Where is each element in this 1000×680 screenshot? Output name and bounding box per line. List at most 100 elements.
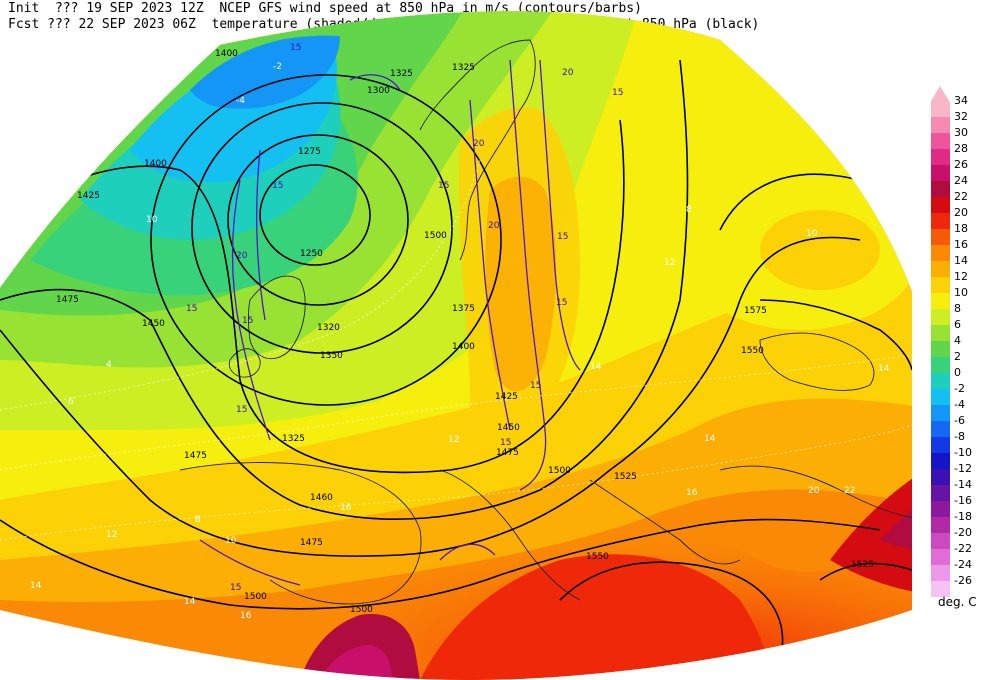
colorbar-label: 14 <box>954 254 968 267</box>
colorbar-swatch <box>931 197 950 213</box>
colorbar-swatch <box>931 165 950 181</box>
height-label: 1300 <box>367 86 390 96</box>
colorbar-swatch <box>931 373 950 389</box>
temp-label: 16 <box>240 611 252 621</box>
colorbar-swatch <box>931 549 950 565</box>
colorbar-label: 12 <box>954 270 968 283</box>
colorbar-swatch <box>931 117 950 133</box>
colorbar-label: 22 <box>954 190 968 203</box>
colorbar-label: 20 <box>954 206 968 219</box>
height-label: 1450 <box>142 319 165 329</box>
temp-label: -4 <box>236 96 245 106</box>
colorbar-arrow <box>931 86 949 101</box>
colorbar-label: 24 <box>954 174 968 187</box>
colorbar-label: 30 <box>954 126 968 139</box>
colorbar-label: -16 <box>954 494 972 507</box>
height-label: 1375 <box>452 304 475 314</box>
height-label: 1575 <box>744 306 767 316</box>
wind-label: 15 <box>230 583 241 593</box>
colorbar-label: 18 <box>954 222 968 235</box>
wind-label: 15 <box>242 316 253 326</box>
wind-contours <box>199 59 581 586</box>
colorbar-swatch <box>931 469 950 485</box>
colorbar-label: -22 <box>954 542 972 555</box>
isotherms <box>0 159 912 541</box>
height-label: 1450 <box>497 423 520 433</box>
height-contours <box>0 59 912 661</box>
height-label: 1275 <box>298 147 321 157</box>
height-label: 1500 <box>244 592 267 602</box>
temp-label: -2 <box>273 62 282 72</box>
temp-label: 14 <box>184 597 196 607</box>
height-label: 1320 <box>317 323 340 333</box>
wind-label: 20 <box>236 251 248 261</box>
colorbar-label: 0 <box>954 366 961 379</box>
temperature-labels: -4 -2 10 4 6 8 10 12 14 16 8 10 12 14 16… <box>30 62 890 621</box>
colorbar-label: -6 <box>954 414 965 427</box>
colorbar-label: 32 <box>954 110 968 123</box>
height-label: 1400 <box>452 342 475 352</box>
height-label: 1325 <box>452 63 475 73</box>
colorbar-swatch <box>931 437 950 453</box>
temp-label: 6 <box>68 397 74 407</box>
height-label: 1475 <box>184 451 207 461</box>
colorbar-swatch <box>931 309 950 325</box>
temp-label: 14 <box>704 434 716 444</box>
colorbar-label: 10 <box>954 286 968 299</box>
height-label: 1550 <box>586 552 609 562</box>
wind-label: 15 <box>236 405 247 415</box>
temp-label: 10 <box>806 229 818 239</box>
colorbar-label: 34 <box>954 94 968 107</box>
wind-label: 15 <box>290 43 301 53</box>
height-label: 1500 <box>424 231 447 241</box>
colorbar-label: 8 <box>954 302 961 315</box>
colorbar-swatch <box>931 517 950 533</box>
colorbar-swatch <box>931 421 950 437</box>
height-label: 1525 <box>851 560 874 570</box>
temp-label: 20 <box>808 486 820 496</box>
wind-label: 15 <box>186 304 197 314</box>
height-label: 1475 <box>496 448 519 458</box>
temp-label: 8 <box>686 205 692 215</box>
wind-label: 15 <box>556 298 567 308</box>
temp-label: 12 <box>448 435 459 445</box>
temp-label: 16 <box>686 488 698 498</box>
temp-label: 16 <box>340 503 352 513</box>
wind-label: 15 <box>500 438 511 448</box>
temp-label: 12 <box>106 530 117 540</box>
wind-label: 15 <box>272 181 283 191</box>
colorbar-label: -4 <box>954 398 965 411</box>
colorbar-swatch <box>931 245 950 261</box>
temp-label: 8 <box>195 515 201 525</box>
wind-label: 20 <box>562 68 574 78</box>
colorbar-swatch <box>931 565 950 581</box>
colorbar-swatch <box>931 485 950 501</box>
height-label: 1425 <box>77 191 100 201</box>
height-label: 1350 <box>320 351 343 361</box>
wind-label: 15 <box>530 381 541 391</box>
wind-labels: 15 20 15 20 15 15 15 15 20 15 15 15 20 1… <box>186 43 623 593</box>
height-label: 1460 <box>310 493 333 503</box>
colorbar-label: -14 <box>954 478 972 491</box>
colorbar-swatch <box>931 533 950 549</box>
colorbar-swatch <box>931 389 950 405</box>
colorbar-label: -8 <box>954 430 965 443</box>
colorbar-swatch <box>931 229 950 245</box>
temp-label: 14 <box>878 364 890 374</box>
colorbar-swatch <box>931 453 950 469</box>
colorbar-label: -20 <box>954 526 972 539</box>
height-label: 1500 <box>548 466 571 476</box>
colorbar-label: -2 <box>954 382 965 395</box>
temp-label: 4 <box>106 360 112 370</box>
height-labels: 1400 1325 1325 1300 1275 1400 1425 1250 … <box>56 49 874 615</box>
colorbar-swatch <box>931 501 950 517</box>
temp-label: 10 <box>225 536 237 546</box>
wind-label: 20 <box>473 139 485 149</box>
colorbar-label: 28 <box>954 142 968 155</box>
height-label: 1325 <box>282 434 305 444</box>
colorbar-swatch <box>931 261 950 277</box>
temp-label: 22 <box>844 486 855 496</box>
colorbar-units: deg. C <box>938 595 977 609</box>
